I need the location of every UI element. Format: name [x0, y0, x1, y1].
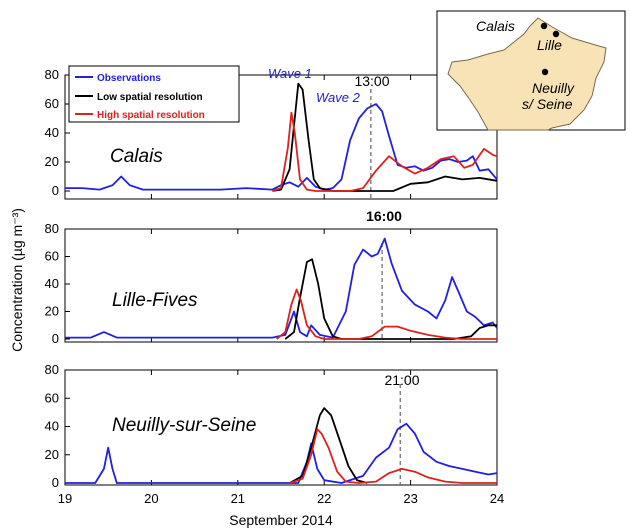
y-tick-label: 20 [45, 447, 59, 462]
x-tick-label: 22 [317, 491, 331, 506]
wave-2-label: Wave 2 [316, 90, 361, 105]
series-line-high-spatial-resolution [272, 111, 498, 192]
neuilly-dot [541, 68, 549, 76]
y-tick-label: 0 [52, 183, 59, 198]
x-tick-label: 19 [58, 491, 72, 506]
calais-dot [540, 22, 548, 30]
inset-map: Calais Lille Neuilly s/ Seine [436, 10, 626, 131]
y-tick-label: 60 [45, 249, 59, 264]
panel-lille-fives: 0 20 40 60 80 Lille-Fives 16:00 [45, 208, 498, 346]
series-line-low-spatial-resolution [284, 258, 497, 340]
series-line-observations [65, 237, 498, 339]
legend-low-res: Low spatial resolution [97, 92, 203, 103]
y-tick-label: 20 [45, 304, 59, 319]
y-tick-label: 80 [45, 362, 59, 377]
legend-high-res: High spatial resolution [97, 110, 205, 121]
y-tick-label: 60 [45, 96, 59, 111]
france-shape [447, 17, 607, 131]
x-tick-label: 20 [144, 491, 158, 506]
map-label-s-seine: s/ Seine [522, 96, 573, 112]
map-label-neuilly: Neuilly [532, 80, 575, 96]
panel-neuilly-sur-seine: 0 20 40 60 80 Neuilly-sur-Seine 21:00 [45, 362, 498, 490]
series-line-low-spatial-resolution [272, 82, 498, 192]
panel-title: Neuilly-sur-Seine [112, 415, 256, 436]
y-tick-label: 0 [52, 331, 59, 346]
x-tick-labels: 19 20 21 22 23 24 [58, 491, 504, 506]
y-tick-label: 0 [52, 475, 59, 490]
y-tick-label: 20 [45, 154, 59, 169]
series-line-high-spatial-resolution [276, 288, 497, 340]
series-line-observations [65, 422, 498, 484]
time-marker-label: 21:00 [384, 372, 419, 388]
panel-frame [64, 228, 498, 343]
series-line-high-spatial-resolution [289, 428, 497, 484]
y-axis-title: Concentration (µg m⁻³) [9, 208, 25, 352]
x-tick-label: 23 [403, 491, 417, 506]
legend-observations: Observations [97, 73, 161, 84]
y-tick-label: 40 [45, 419, 59, 434]
y-tick-label: 80 [45, 221, 59, 236]
x-tick-label: 24 [490, 491, 504, 506]
map-label-calais: Calais [476, 18, 515, 34]
y-tick-label: 60 [45, 390, 59, 405]
panel-frame [64, 74, 498, 200]
y-tick-label: 40 [45, 276, 59, 291]
series-line-low-spatial-resolution [289, 407, 368, 484]
x-tick-label: 21 [231, 491, 245, 506]
y-tick-label: 40 [45, 125, 59, 140]
lille-dot [552, 30, 560, 38]
legend: Observations Low spatial resolution High… [68, 65, 240, 123]
time-marker-label: 16:00 [366, 208, 402, 224]
panel-title: Lille-Fives [112, 290, 198, 311]
series-line-observations [65, 103, 498, 191]
legend-box [68, 65, 240, 123]
wave-1-label: Wave 1 [268, 66, 312, 81]
y-tick-label: 80 [45, 67, 59, 82]
panel-title: Calais [110, 146, 163, 167]
time-marker-label: 13:00 [354, 73, 389, 89]
map-label-lille: Lille [537, 37, 562, 53]
panel-frame [64, 369, 498, 486]
x-axis-title: September 2014 [229, 512, 333, 528]
panel-calais: 0 20 40 60 80 Calais 13:00 [45, 67, 498, 200]
